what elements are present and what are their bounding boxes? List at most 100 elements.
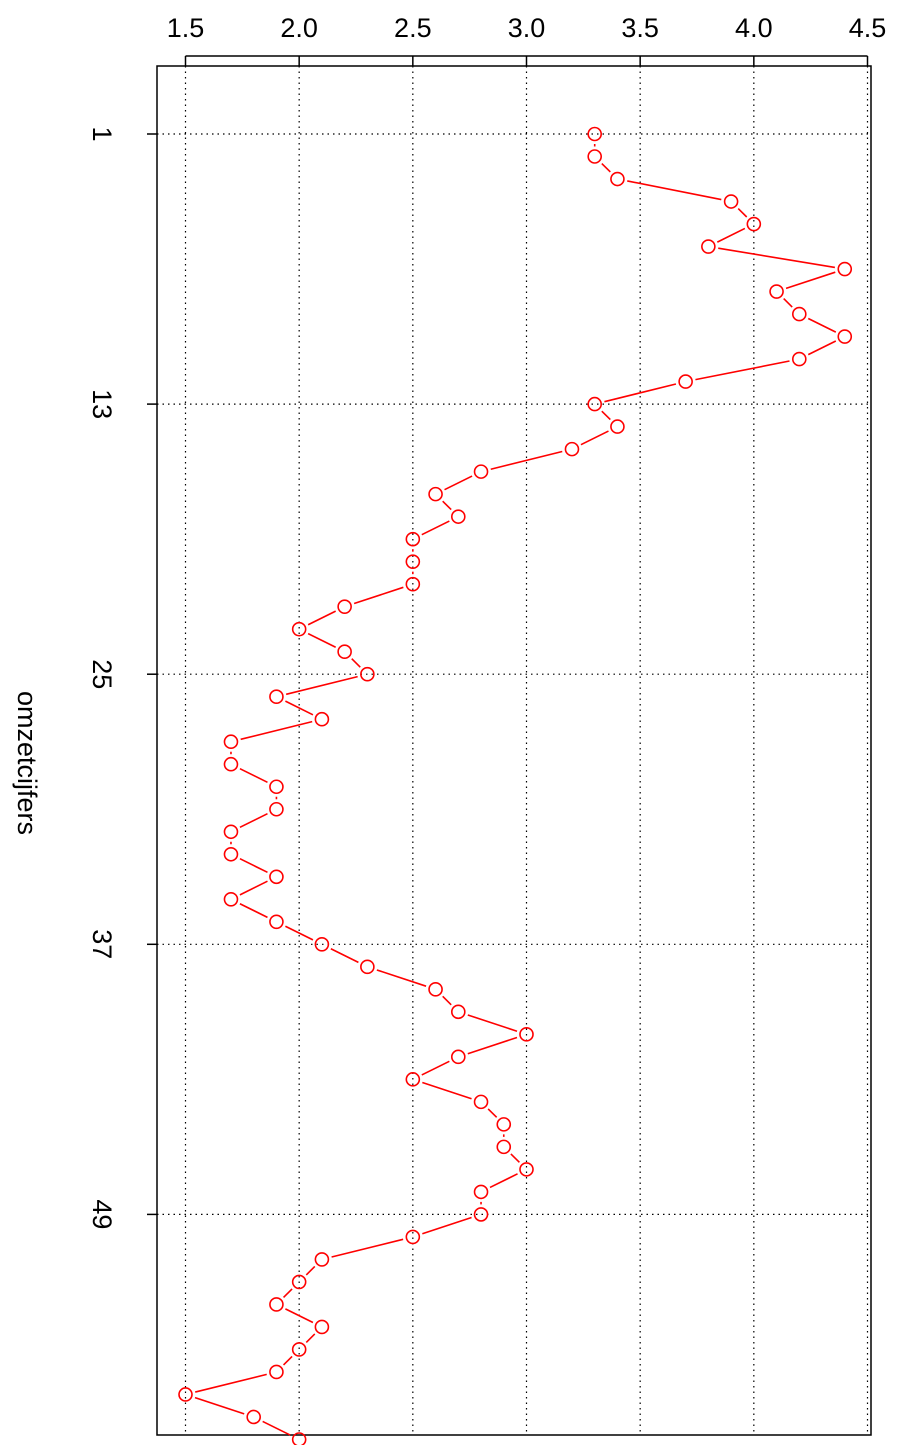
series-segment <box>307 610 337 626</box>
series-segment <box>807 317 837 333</box>
series-segment <box>305 1265 316 1276</box>
data-point <box>473 1207 489 1222</box>
series-segment <box>601 162 611 173</box>
series-segment <box>716 227 746 243</box>
data-point <box>269 801 284 817</box>
data-point <box>269 689 284 705</box>
data-point <box>610 171 625 187</box>
series-segment <box>489 1173 518 1189</box>
value-tick-label: 3.5 <box>621 13 659 43</box>
data-point <box>473 464 489 479</box>
series-segment <box>285 925 314 941</box>
series-segment <box>718 247 836 269</box>
data-point <box>223 756 239 772</box>
data-point <box>405 554 421 569</box>
series-segment <box>239 767 268 784</box>
data-point <box>610 419 625 434</box>
value-tick-label: 3.0 <box>508 13 546 43</box>
series-segment <box>282 1355 293 1366</box>
series-segment <box>421 520 450 536</box>
series-segment <box>442 500 452 511</box>
data-point <box>587 149 603 164</box>
series-omzetcijfers <box>178 126 853 1445</box>
data-point <box>587 396 603 412</box>
series-segment <box>239 857 268 874</box>
data-point <box>291 1342 307 1357</box>
data-point <box>564 441 580 457</box>
value-axis: 1.5 2.0 2.5 3.0 3.5 4.0 4.5 <box>167 13 887 66</box>
data-point <box>791 306 807 322</box>
data-point <box>269 914 284 930</box>
data-point <box>701 239 716 254</box>
data-point <box>837 329 853 344</box>
index-tick-label: 1 <box>87 126 117 141</box>
index-tick-label: 49 <box>87 1199 117 1229</box>
value-tick-label: 2.5 <box>394 13 432 43</box>
series-segment <box>282 1288 293 1298</box>
index-tick-label: 25 <box>87 659 117 689</box>
data-point <box>269 1297 284 1312</box>
data-point <box>337 644 352 659</box>
data-point <box>496 1139 512 1155</box>
series-segment <box>444 475 473 491</box>
series-segment <box>510 1153 520 1163</box>
series-segment <box>195 1373 267 1393</box>
data-point <box>360 666 375 682</box>
data-point <box>519 1162 534 1177</box>
data-point <box>473 1184 489 1200</box>
data-point <box>587 126 603 142</box>
series-segment <box>467 1014 518 1032</box>
data-point <box>291 621 307 637</box>
series-segment <box>627 180 722 201</box>
series-segment <box>467 1036 518 1055</box>
series-segment <box>285 1308 314 1324</box>
data-point <box>223 846 239 862</box>
data-point <box>314 711 330 727</box>
data-point <box>746 216 762 232</box>
data-point <box>837 261 853 277</box>
data-point <box>314 1319 330 1335</box>
series-segment <box>351 658 361 668</box>
series-segment <box>422 1081 472 1100</box>
data-point <box>223 734 239 750</box>
data-point <box>723 194 739 209</box>
series-segment <box>421 1060 450 1076</box>
series-segment <box>601 410 611 421</box>
series-segment <box>307 632 337 648</box>
grid <box>157 66 871 1435</box>
data-point <box>405 531 421 547</box>
series-segment <box>194 1396 245 1415</box>
index-axis: 1 13 25 37 49 <box>87 126 157 1229</box>
series-segment <box>785 271 836 290</box>
series-segment <box>239 903 268 919</box>
series-segment <box>422 1216 472 1235</box>
series-segment <box>807 340 837 356</box>
series-segment <box>240 720 313 741</box>
data-point <box>223 891 239 907</box>
series-segment <box>353 586 404 605</box>
series-segment <box>487 1108 498 1118</box>
data-point <box>791 351 807 367</box>
series-segment <box>239 812 268 829</box>
series-segment <box>331 1238 404 1258</box>
value-tick-label: 4.5 <box>849 13 887 43</box>
series-segment <box>442 995 452 1006</box>
data-point <box>314 1252 330 1267</box>
series-segment <box>262 1420 291 1436</box>
data-point <box>269 1364 284 1380</box>
series-segment <box>305 1333 316 1343</box>
series-segment <box>376 969 427 987</box>
series-segment <box>604 383 677 403</box>
data-point <box>473 1094 489 1110</box>
data-point <box>178 1387 193 1402</box>
series-segment <box>783 298 793 308</box>
axis-title: omzetcijfers <box>12 691 42 835</box>
data-point <box>428 486 443 502</box>
series-segment <box>285 675 358 696</box>
series-segment <box>330 948 359 964</box>
data-point <box>314 937 330 952</box>
series-segment <box>695 360 790 381</box>
data-point <box>269 779 284 795</box>
data-point <box>450 1049 466 1065</box>
